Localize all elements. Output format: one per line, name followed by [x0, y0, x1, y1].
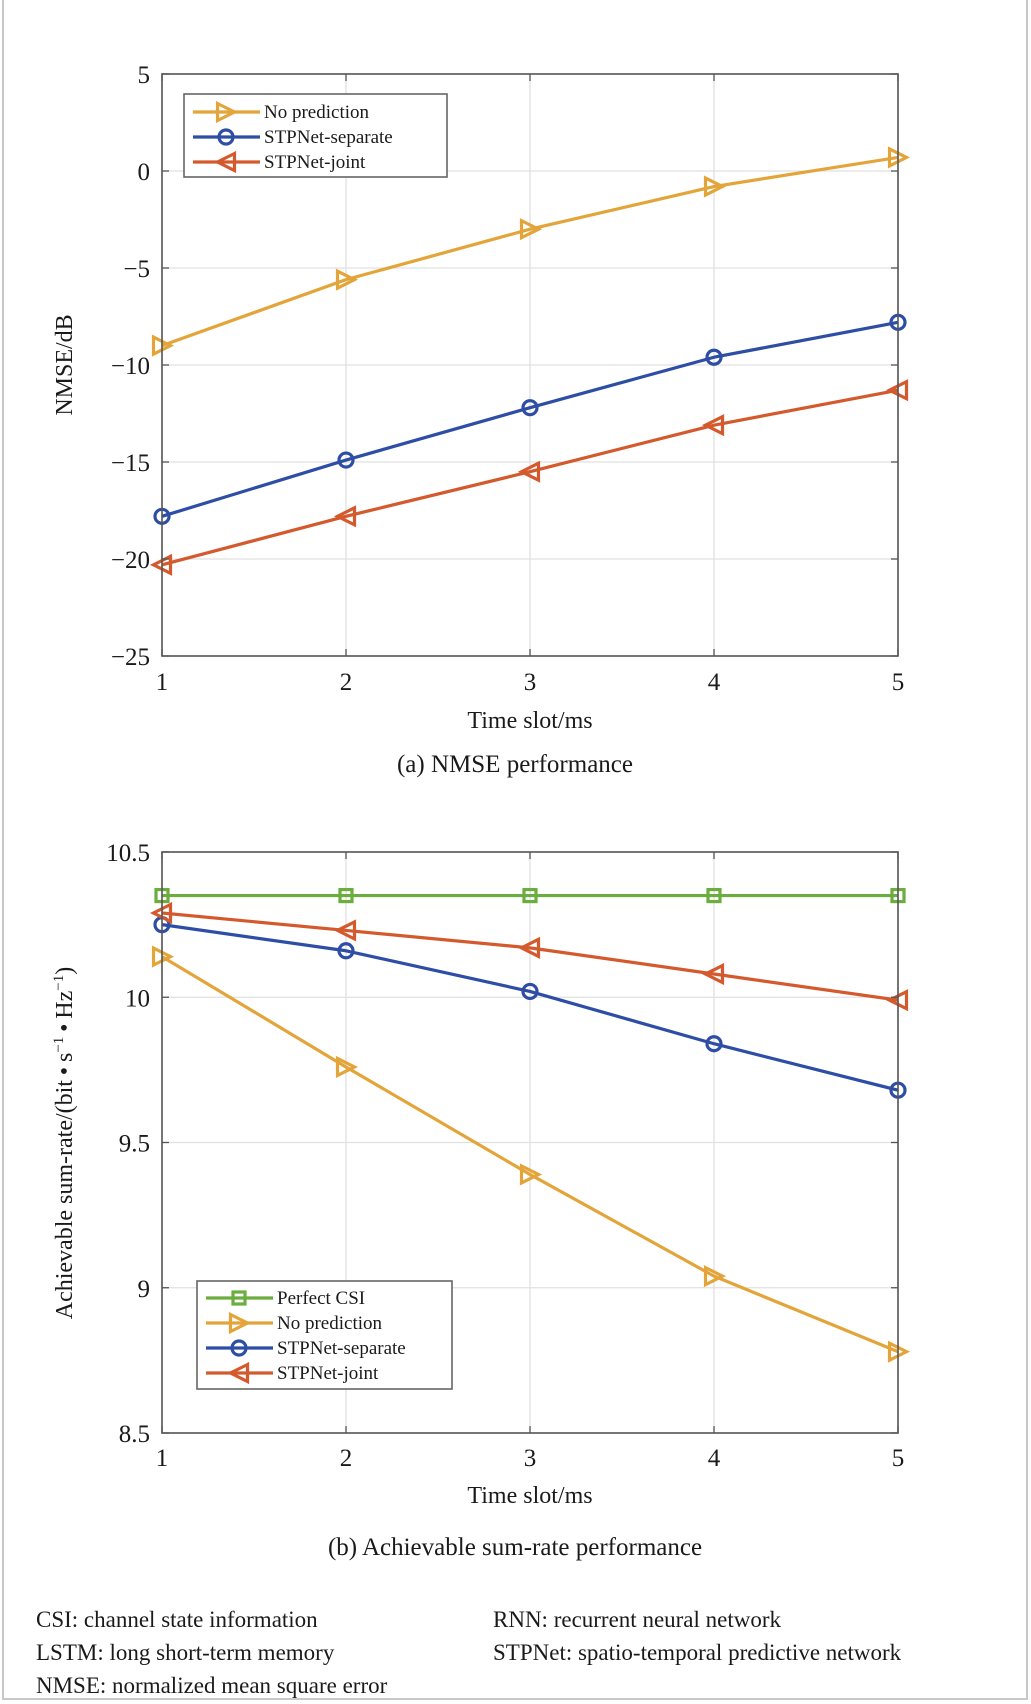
legend-label-no-prediction: No prediction: [277, 1313, 383, 1334]
chart-b-series: [149, 887, 911, 1363]
chart-b-ylabel-sup1: −1: [51, 1037, 67, 1053]
legend-marker-stpnet-joint: [213, 150, 237, 174]
legend-item-stpnet-joint: STPNet-joint: [193, 150, 366, 174]
legend-item-no-prediction: No prediction: [193, 100, 370, 124]
data-point-no-prediction: [703, 1265, 727, 1288]
series-line-stpnet-separate: [161, 320, 899, 518]
data-point-stpnet-joint: [701, 962, 725, 986]
legend-label-no-prediction: No prediction: [264, 102, 370, 123]
y-tick-label: 8.5: [119, 1421, 150, 1448]
chart-a-ylabel: NMSE/dB: [52, 314, 78, 415]
x-tick-label: 1: [156, 669, 169, 696]
data-point-stpnet-joint: [517, 936, 541, 959]
legend-marker-perfect-csi: [231, 1290, 247, 1306]
y-tick-label: 10.5: [106, 840, 150, 867]
legend-label-stpnet-separate: STPNet-separate: [277, 1338, 406, 1359]
figure-svg: 1 2 3 4 550−5−10−15−20−25 No predictionSTPNe…: [51, 62, 911, 1561]
data-point-no-prediction: [335, 1055, 359, 1079]
legend-label-perfect-csi: Perfect CSI: [277, 1288, 365, 1309]
series-line-no-prediction: [161, 955, 899, 1354]
legend-label-stpnet-separate: STPNet-separate: [264, 127, 393, 148]
x-tick-label: 4: [708, 1445, 721, 1472]
data-point-stpnet-separate: [705, 1035, 723, 1053]
footnote-nmse: NMSE: normalized mean square error: [36, 1673, 388, 1698]
data-point-stpnet-joint: [333, 505, 357, 528]
chart-a-caption: (a) NMSE performance: [397, 751, 633, 778]
x-tick-label: 2: [340, 669, 353, 696]
legend-marker-no-prediction: [215, 100, 239, 124]
x-tick-label: 3: [524, 669, 537, 696]
chart-a-series: [149, 146, 911, 576]
data-point-stpnet-separate: [521, 982, 539, 1001]
data-point-perfect-csi: [522, 887, 538, 904]
y-tick-label: −10: [111, 353, 150, 380]
y-tick-label: −5: [123, 256, 150, 283]
y-tick-label: 9.5: [119, 1131, 150, 1158]
legend-label-stpnet-joint: STPNet-joint: [264, 152, 366, 173]
y-tick-label: −20: [111, 547, 150, 574]
y-tick-label: 0: [138, 159, 151, 186]
data-point-stpnet-separate: [337, 451, 355, 469]
series-line-stpnet-joint: [161, 911, 899, 1002]
x-tick-label: 3: [524, 1445, 537, 1472]
data-point-stpnet-joint: [333, 919, 357, 942]
chart-b-caption: (b) Achievable sum-rate performance: [328, 1534, 702, 1561]
legend-item-stpnet-joint: STPNet-joint: [206, 1361, 379, 1385]
footnote-stpnet: STPNet: spatio-temporal predictive netwo…: [493, 1640, 902, 1665]
legend-marker-no-prediction: [228, 1311, 252, 1335]
data-point-stpnet-separate: [705, 348, 723, 366]
x-tick-label: 5: [892, 669, 905, 696]
data-point-perfect-csi: [706, 887, 722, 904]
y-tick-label: −25: [111, 644, 150, 671]
chart-b-sum-rate: 1 2 3 4 5 10.5 10 9.5 9 8.5 Perfect CSI No predict…: [51, 840, 911, 1561]
legend-item-stpnet-separate: STPNet-separate: [193, 127, 393, 148]
series-line-stpnet-joint: [161, 388, 899, 567]
data-point-no-prediction: [519, 218, 543, 241]
data-point-stpnet-joint: [701, 414, 725, 437]
y-tick-label: 9: [138, 1276, 151, 1303]
legend-label-stpnet-joint: STPNet-joint: [277, 1363, 379, 1384]
chart-b-xlabel: Time slot/ms: [467, 1483, 592, 1509]
x-tick-label: 5: [892, 1445, 905, 1472]
y-tick-label: 10: [125, 985, 150, 1012]
footnote-rnn: RNN: recurrent neural network: [493, 1607, 782, 1632]
data-point-no-prediction: [335, 268, 359, 291]
data-point-stpnet-joint: [517, 460, 541, 483]
series-line-no-prediction: [161, 155, 899, 348]
y-tick-label: 5: [138, 62, 151, 89]
chart-b-ylabel-end: ): [52, 967, 78, 975]
x-tick-label: 4: [708, 669, 721, 696]
chart-b-ylabel: Achievable sum-rate/(bit • s−1 • Hz−1): [51, 967, 78, 1320]
legend-item-perfect-csi: Perfect CSI: [206, 1288, 365, 1309]
data-point-perfect-csi: [338, 887, 354, 904]
footnote-lstm: LSTM: long short-term memory: [36, 1640, 335, 1665]
legend-marker-stpnet-separate: [230, 1339, 248, 1357]
legend-item-stpnet-separate: STPNet-separate: [206, 1338, 406, 1359]
chart-a-legend: No prediction STPNet-separate STPNet-joint: [183, 93, 448, 178]
legend-marker-stpnet-separate: [217, 128, 235, 146]
chart-a-xlabel: Time slot/ms: [467, 708, 592, 734]
chart-b-ticks: 1 2 3 4 5 10.5 10 9.5 9 8.5: [106, 840, 904, 1472]
data-point-no-prediction: [519, 1163, 543, 1186]
data-point-stpnet-separate: [521, 399, 539, 417]
data-point-no-prediction: [703, 175, 727, 198]
footnote-csi: CSI: channel state information: [36, 1607, 318, 1632]
x-tick-label: 1: [156, 1445, 169, 1472]
legend-marker-stpnet-joint: [226, 1361, 250, 1385]
chart-b-ylabel-main: Achievable sum-rate/(bit • s: [52, 1053, 78, 1320]
legend-item-no-prediction: No prediction: [206, 1311, 383, 1335]
chart-a-nmse: 1 2 3 4 5 5 0 −5 −10 −15 −20 −25 No prediction STPNe…: [52, 62, 911, 778]
chart-a-ticks: 1 2 3 4 5 5 0 −5 −10 −15 −20 −25: [111, 62, 904, 696]
series-line-stpnet-separate: [161, 923, 899, 1092]
chart-b-ylabel-mid: • Hz: [52, 991, 78, 1037]
x-tick-label: 2: [340, 1445, 353, 1472]
data-point-stpnet-separate: [337, 942, 355, 960]
chart-b-legend: Perfect CSI No prediction STPNet-separate S…: [196, 1280, 453, 1390]
y-tick-label: −15: [111, 450, 150, 477]
chart-b-ylabel-sup2: −1: [51, 975, 67, 991]
